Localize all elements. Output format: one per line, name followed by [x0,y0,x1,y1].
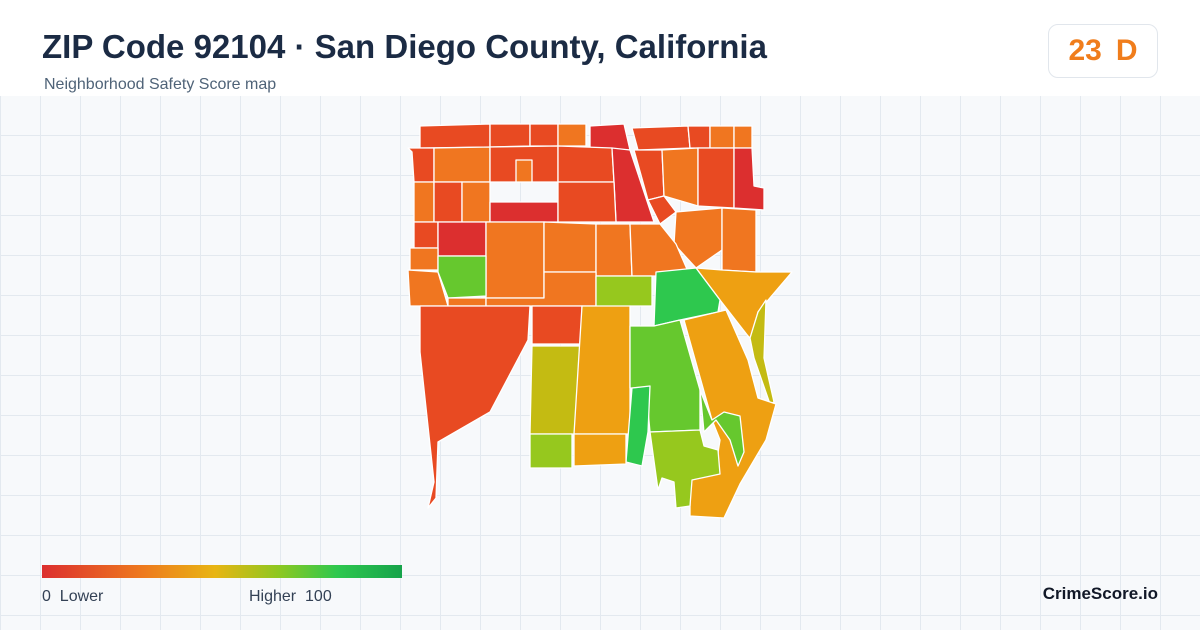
map-block [407,147,435,183]
map-block [733,147,765,211]
score-badge: 23 D [1048,24,1158,78]
map-block [557,145,615,183]
map-block [661,147,699,207]
legend-min-text: Lower [59,588,104,605]
map-block [557,181,617,223]
map-block [433,146,491,183]
legend-min-label: 0 Lower [42,588,103,606]
score-grade: D [1115,34,1138,67]
map-block [733,125,753,149]
map-block [529,433,573,469]
map-block [437,255,487,299]
map-block [543,221,597,273]
map-block [437,221,487,257]
map-block [625,385,651,467]
map-block [419,123,491,149]
map-block [531,305,583,345]
map-block [413,221,439,249]
map-block [529,345,581,435]
map-block [709,125,735,149]
map-block [649,429,721,509]
legend-max-value: 100 [305,588,332,605]
map-block [461,181,491,223]
map-block [687,125,711,149]
map-block [419,305,531,509]
map-block [589,123,631,151]
legend-max-label: Higher 100 [249,588,332,606]
score-value: 23 [1068,34,1102,67]
map-block [447,297,487,307]
legend-max-text: Higher [249,588,297,605]
map-block [529,123,559,147]
map-block [699,389,745,467]
map-block [573,305,631,435]
map-block [573,433,627,467]
map-block [611,147,655,223]
page-title: ZIP Code 92104 · San Diego County, Calif… [42,28,767,65]
map-block [413,181,435,223]
map-block [433,181,463,223]
header: ZIP Code 92104 · San Diego County, Calif… [0,0,1200,96]
map-block [629,223,691,277]
map-block [697,147,735,209]
map-block [489,201,559,223]
map-block [515,159,533,183]
map-block [489,123,531,148]
map-block [485,221,545,299]
map-block [409,247,439,271]
brand-logo-text: CrimeScore.io [1042,584,1158,603]
page-subtitle: Neighborhood Safety Score map [44,76,277,93]
map-block [721,207,757,273]
map-block [631,125,691,151]
map-block [595,223,633,277]
legend-min-value: 0 [42,588,51,605]
legend-gradient-bar [42,565,402,578]
map-block [673,207,723,269]
map-block [557,123,587,147]
